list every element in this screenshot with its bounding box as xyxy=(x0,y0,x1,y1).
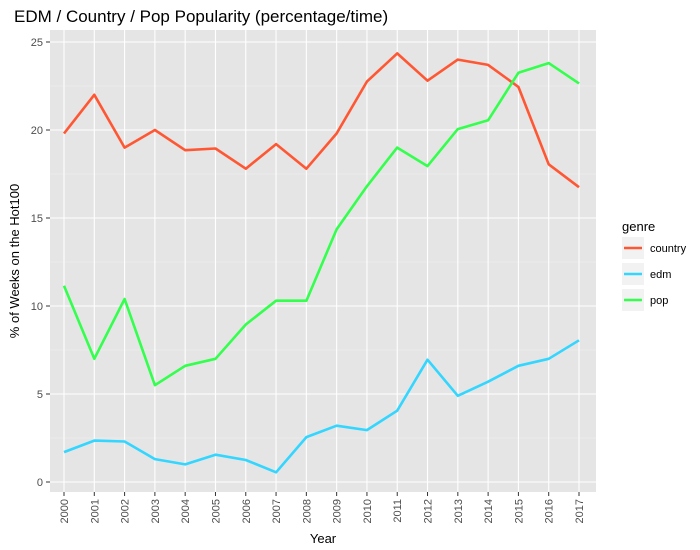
x-tick-label: 2008 xyxy=(301,499,313,523)
chart-title: EDM / Country / Pop Popularity (percenta… xyxy=(14,7,388,26)
x-tick-label: 2002 xyxy=(120,499,132,523)
x-axis: 2000 2001 2002 2003 2004 2005 2006 2007 2008 2009… xyxy=(59,492,586,523)
y-tick-label: 10 xyxy=(31,301,43,313)
y-axis-title: % of Weeks on the Hot100 xyxy=(7,184,22,338)
x-tick-label: 2007 xyxy=(271,499,283,523)
x-tick-label: 2001 xyxy=(89,499,101,523)
x-tick-label: 2003 xyxy=(150,499,162,523)
series-line-pop xyxy=(62,61,580,387)
x-axis-title: Year xyxy=(310,531,337,546)
series-line-edm xyxy=(63,339,580,474)
legend-label-edm: edm xyxy=(650,269,671,281)
x-tick-label: 2005 xyxy=(210,499,222,523)
legend-label-pop: pop xyxy=(650,295,668,307)
y-tick-label: 25 xyxy=(31,37,43,49)
x-tick-label: 2015 xyxy=(513,499,525,523)
x-tick-label: 2016 xyxy=(544,499,556,523)
legend-title: genre xyxy=(622,219,655,234)
x-tick-label: 2012 xyxy=(423,499,435,523)
x-tick-label: 2011 xyxy=(392,499,404,523)
x-tick-label: 2006 xyxy=(241,499,253,523)
y-tick-label: 5 xyxy=(37,389,43,401)
x-tick-label: 2017 xyxy=(574,499,586,523)
x-tick-label: 2014 xyxy=(483,499,495,523)
x-tick-label: 2000 xyxy=(59,499,71,523)
major-gridlines xyxy=(50,30,596,492)
y-tick-label: 20 xyxy=(31,125,43,137)
x-tick-label: 2004 xyxy=(180,499,192,523)
legend-label-country: country xyxy=(650,243,687,255)
x-tick-label: 2009 xyxy=(332,499,344,523)
y-tick-label: 0 xyxy=(37,477,43,489)
y-tick-label: 15 xyxy=(31,213,43,225)
series-lines xyxy=(62,52,580,474)
legend: genre country edm pop xyxy=(622,219,687,311)
series-line-country xyxy=(62,52,580,189)
x-tick-label: 2010 xyxy=(362,499,374,523)
y-axis: 0 5 10 15 20 25 xyxy=(31,37,50,489)
x-tick-label: 2013 xyxy=(453,499,465,523)
